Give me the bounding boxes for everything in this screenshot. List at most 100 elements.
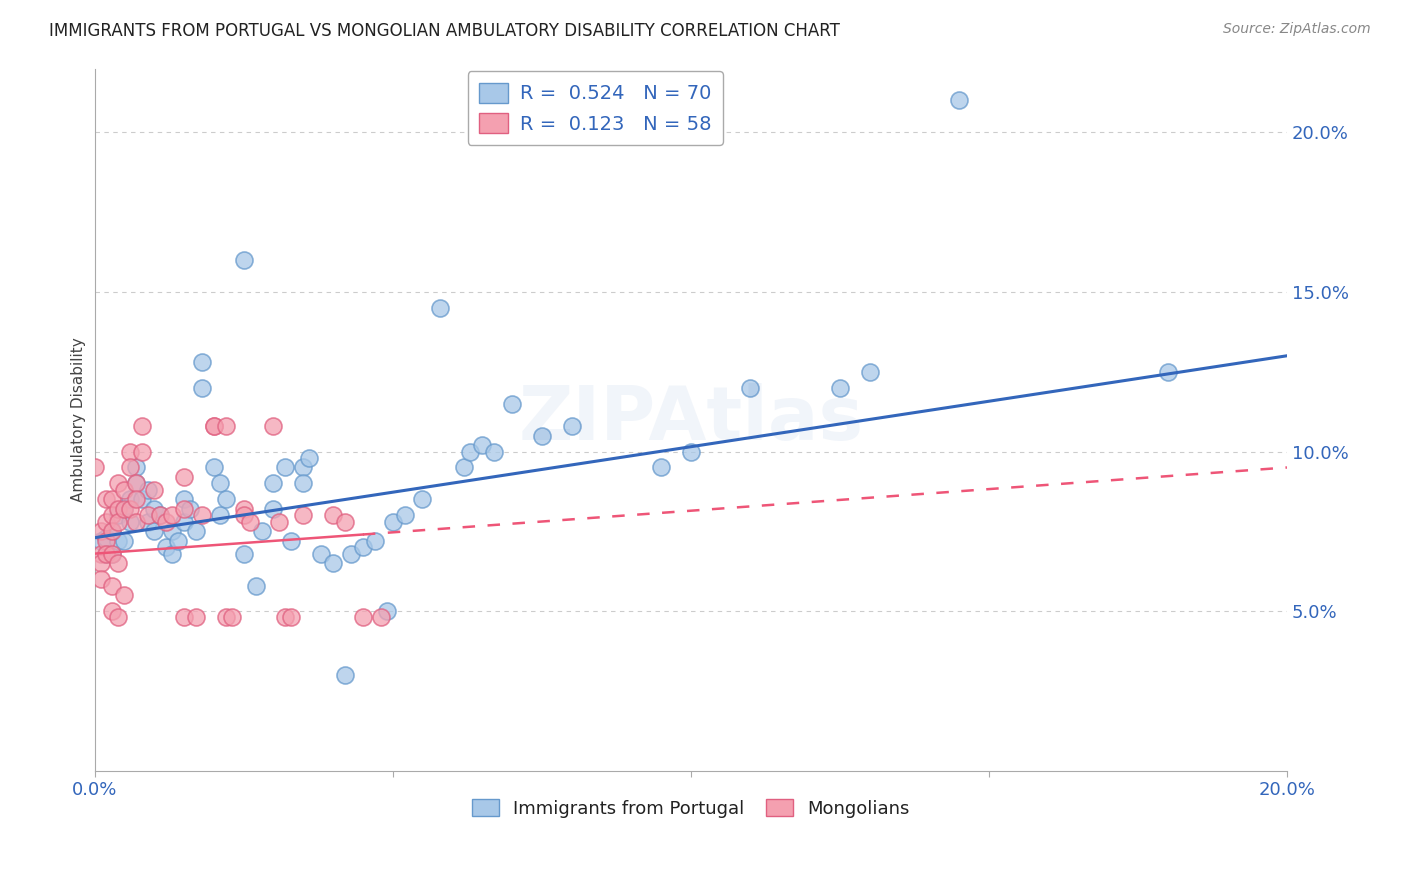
Point	[107, 610, 129, 624]
Point	[173, 515, 195, 529]
Point	[191, 381, 214, 395]
Point	[120, 444, 142, 458]
Point	[340, 547, 363, 561]
Point	[560, 419, 582, 434]
Point	[215, 492, 238, 507]
Point	[262, 476, 284, 491]
Point	[292, 508, 315, 523]
Point	[184, 524, 207, 539]
Point	[143, 502, 166, 516]
Point	[173, 470, 195, 484]
Point	[107, 508, 129, 523]
Point	[149, 508, 172, 523]
Point	[650, 460, 672, 475]
Point	[184, 610, 207, 624]
Text: ZIPAtlas: ZIPAtlas	[519, 383, 863, 456]
Point	[191, 355, 214, 369]
Point	[131, 419, 153, 434]
Point	[136, 508, 159, 523]
Point	[120, 460, 142, 475]
Point	[232, 508, 254, 523]
Point	[530, 428, 553, 442]
Point	[112, 588, 135, 602]
Point	[160, 508, 183, 523]
Point	[160, 524, 183, 539]
Point	[96, 515, 118, 529]
Point	[96, 531, 118, 545]
Point	[679, 444, 702, 458]
Point	[90, 572, 112, 586]
Point	[202, 419, 225, 434]
Point	[309, 547, 332, 561]
Point	[107, 556, 129, 570]
Point	[120, 492, 142, 507]
Point	[232, 502, 254, 516]
Point	[96, 533, 118, 548]
Point	[232, 253, 254, 268]
Point	[101, 492, 124, 507]
Point	[262, 419, 284, 434]
Point	[107, 533, 129, 548]
Point	[292, 476, 315, 491]
Point	[125, 476, 148, 491]
Point	[292, 460, 315, 475]
Point	[322, 556, 344, 570]
Point	[333, 668, 356, 682]
Point	[149, 508, 172, 523]
Point	[96, 547, 118, 561]
Point	[167, 533, 190, 548]
Legend: Immigrants from Portugal, Mongolians: Immigrants from Portugal, Mongolians	[464, 792, 917, 825]
Point	[1157, 365, 1180, 379]
Point	[394, 508, 416, 523]
Point	[245, 578, 267, 592]
Point	[90, 556, 112, 570]
Point	[280, 533, 302, 548]
Point	[112, 502, 135, 516]
Point	[107, 502, 129, 516]
Point	[364, 533, 387, 548]
Point	[120, 502, 142, 516]
Point	[352, 541, 374, 555]
Text: Source: ZipAtlas.com: Source: ZipAtlas.com	[1223, 22, 1371, 37]
Point	[381, 515, 404, 529]
Point	[96, 547, 118, 561]
Point	[112, 502, 135, 516]
Point	[191, 508, 214, 523]
Point	[155, 515, 177, 529]
Point	[322, 508, 344, 523]
Point	[136, 515, 159, 529]
Point	[298, 450, 321, 465]
Point	[101, 604, 124, 618]
Point	[221, 610, 243, 624]
Point	[471, 438, 494, 452]
Point	[107, 476, 129, 491]
Point	[370, 610, 392, 624]
Point	[232, 547, 254, 561]
Point	[239, 515, 262, 529]
Point	[202, 460, 225, 475]
Point	[96, 492, 118, 507]
Point	[101, 578, 124, 592]
Point	[90, 547, 112, 561]
Point	[136, 483, 159, 497]
Point	[125, 515, 148, 529]
Point	[131, 444, 153, 458]
Point	[740, 381, 762, 395]
Point	[280, 610, 302, 624]
Point	[155, 541, 177, 555]
Point	[112, 533, 135, 548]
Point	[501, 397, 523, 411]
Point	[274, 610, 297, 624]
Point	[83, 460, 105, 475]
Point	[120, 515, 142, 529]
Point	[215, 419, 238, 434]
Point	[352, 610, 374, 624]
Point	[143, 524, 166, 539]
Point	[90, 524, 112, 539]
Point	[101, 547, 124, 561]
Point	[112, 483, 135, 497]
Point	[202, 419, 225, 434]
Point	[333, 515, 356, 529]
Point	[262, 502, 284, 516]
Point	[179, 502, 201, 516]
